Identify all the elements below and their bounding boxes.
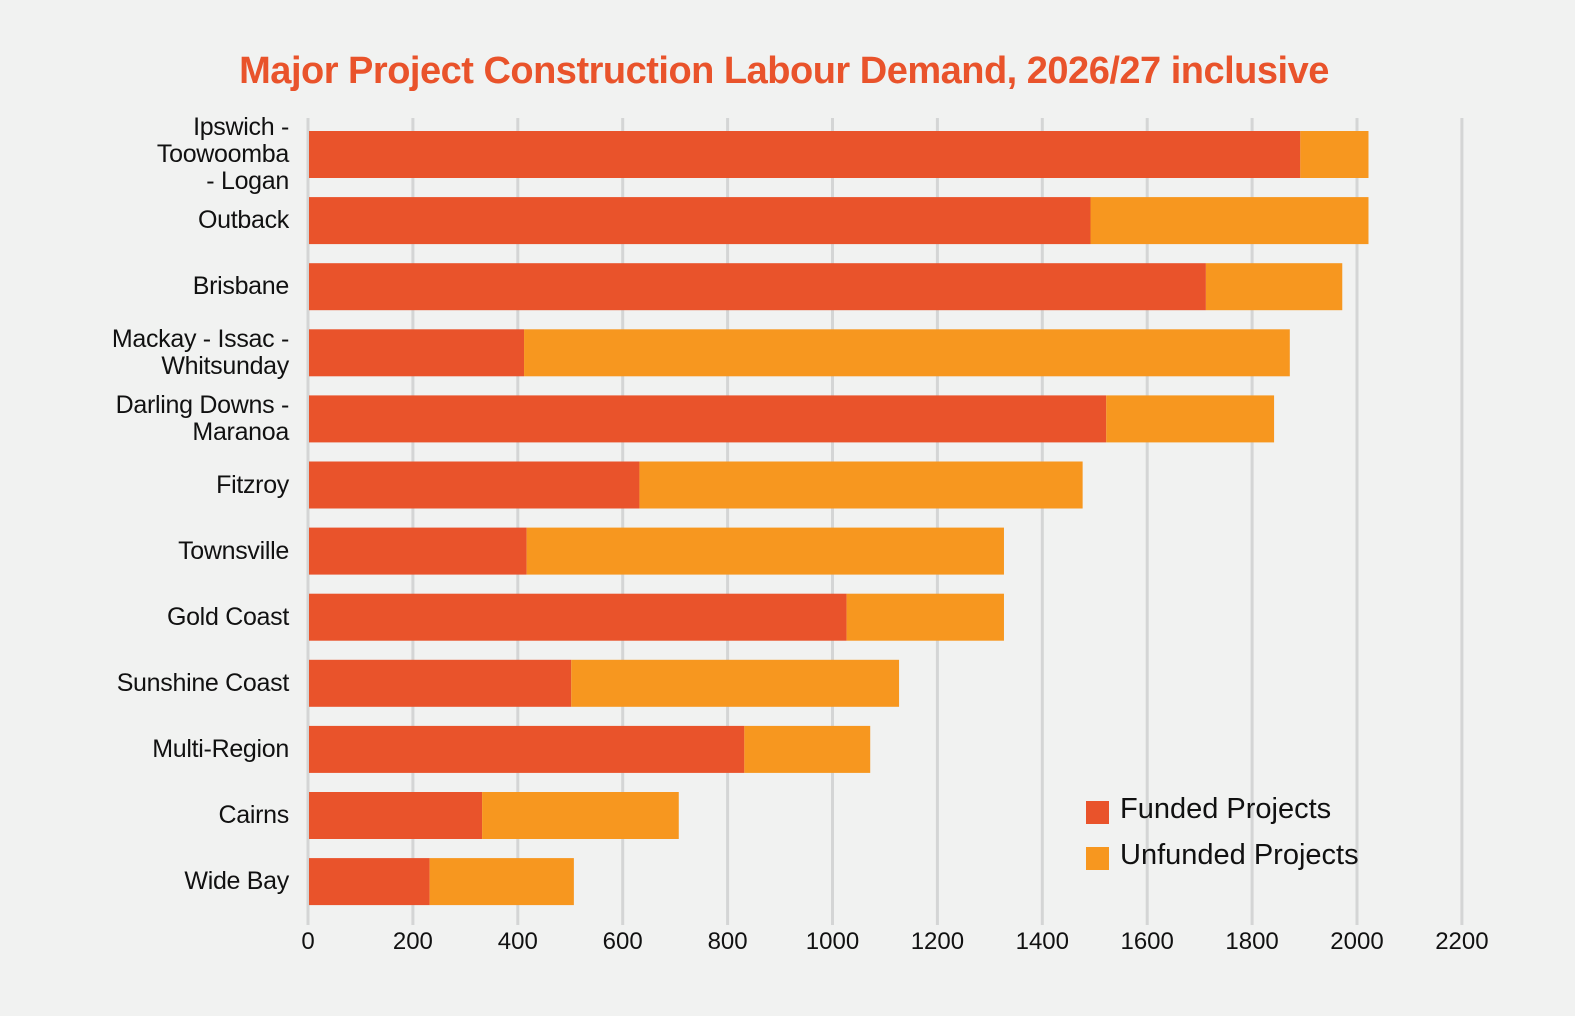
x-tick-label: 600: [602, 928, 643, 955]
bar-unfunded: [846, 593, 1004, 641]
y-category-label: Ipswich - Toowoomba - Logan: [156, 113, 289, 195]
x-tick-label: 1800: [1225, 928, 1279, 955]
x-tick-label: 1400: [1015, 928, 1069, 955]
y-category-label: Cairns: [218, 801, 290, 829]
bar-funded: [309, 792, 483, 839]
y-category-label: Brisbane: [192, 272, 290, 301]
bar-funded: [309, 329, 525, 377]
x-tick-label: 2000: [1330, 928, 1384, 955]
bar-funded: [309, 858, 430, 906]
y-category-label: Multi-Region: [152, 734, 289, 763]
bar-funded: [309, 131, 1301, 178]
x-tick-label: 1000: [805, 928, 860, 955]
x-tick-label: 200: [392, 928, 433, 955]
y-category-label: Mackay - Issac - Whitsunday: [111, 324, 289, 380]
bar-funded: [309, 527, 527, 575]
y-category-label: Fitzroy: [216, 470, 289, 499]
bar-unfunded: [744, 725, 871, 773]
bar-unfunded: [1205, 263, 1343, 311]
gridlines: [306, 118, 1464, 925]
bar-funded: [309, 197, 1091, 245]
bar-unfunded: [526, 527, 1004, 575]
bar-funded: [309, 395, 1107, 443]
bar-unfunded: [429, 858, 574, 906]
x-tick-label: 400: [497, 928, 538, 955]
y-category-label: Townsville: [178, 536, 289, 565]
x-tick-label: 2200: [1435, 928, 1489, 955]
bar-unfunded: [1300, 131, 1369, 178]
y-category-label: Wide Bay: [184, 867, 289, 896]
x-tick-label: 0: [301, 928, 315, 955]
x-tick-label: 1200: [910, 928, 965, 955]
bar-unfunded: [571, 659, 900, 707]
bar-funded: [309, 593, 847, 641]
chart-title: Major Project Construction Labour Demand…: [239, 50, 1329, 92]
bar-unfunded: [1090, 197, 1369, 245]
bar-unfunded: [1106, 395, 1275, 443]
legend-label-funded: Funded Projects: [1120, 793, 1332, 825]
bars: [309, 131, 1369, 906]
bar-unfunded: [639, 461, 1083, 509]
y-category-label: Darling Downs - Maranoa: [115, 390, 290, 446]
bar-funded: [309, 659, 572, 707]
x-tick-label: 800: [707, 928, 748, 955]
bar-unfunded: [524, 329, 1290, 377]
bar-funded: [309, 725, 745, 773]
y-category-label: Gold Coast: [166, 602, 289, 631]
bar-unfunded: [482, 792, 679, 839]
legend-label-unfunded: Unfunded Projects: [1120, 839, 1359, 871]
bar-funded: [309, 461, 640, 509]
y-category-label: Outback: [197, 206, 289, 235]
bar-funded: [309, 263, 1206, 311]
legend-swatch-funded: [1086, 801, 1109, 824]
legend-swatch-unfunded: [1086, 847, 1109, 870]
y-category-label: Sunshine Coast: [116, 668, 290, 697]
x-tick-label: 1600: [1120, 928, 1174, 955]
